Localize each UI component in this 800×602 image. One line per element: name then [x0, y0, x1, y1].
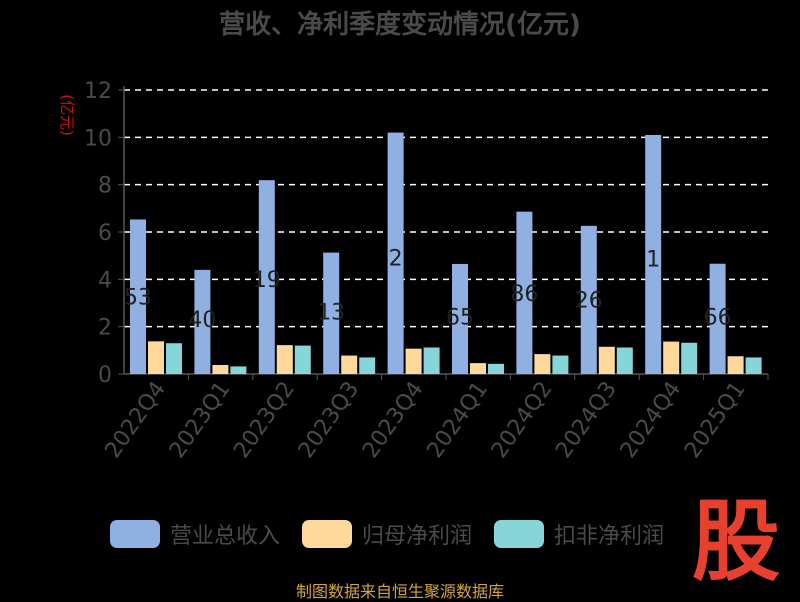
legend-swatch-deducted-profit — [494, 520, 545, 548]
bar — [598, 346, 615, 374]
data-label: 19 — [253, 268, 281, 293]
x-tick-label: 2023Q2 — [229, 377, 300, 463]
bar — [580, 225, 597, 374]
bar — [745, 357, 762, 374]
data-label: 26 — [575, 288, 603, 313]
x-tick-label: 2024Q3 — [551, 377, 622, 463]
bar — [148, 341, 164, 374]
data-label: 2 — [389, 246, 403, 271]
y-tick-label: 6 — [98, 221, 112, 246]
bar — [230, 366, 247, 374]
bar — [470, 363, 486, 374]
bar — [258, 180, 275, 374]
data-label: 66 — [704, 305, 732, 330]
legend-swatch-revenue — [110, 520, 160, 548]
x-tick-label: 2023Q3 — [294, 377, 365, 463]
bar — [423, 347, 440, 374]
y-tick-label: 4 — [98, 268, 112, 293]
bar — [212, 365, 229, 374]
data-label: 65 — [446, 305, 474, 330]
x-tick-label: 2023Q4 — [358, 377, 429, 463]
x-tick-label: 2025Q1 — [680, 377, 751, 463]
chart-title: 营收、净利季度变动情况(亿元) — [219, 10, 581, 40]
bar — [727, 356, 744, 374]
bar — [341, 355, 358, 374]
bar — [452, 263, 468, 374]
bar — [166, 343, 182, 374]
legend-label-revenue: 营业总收入 — [170, 524, 281, 549]
y-axis-label: (亿元) — [58, 94, 76, 136]
legend: 营业总收入 归母净利润 扣非净利润 — [110, 518, 664, 550]
y-tick-label: 12 — [84, 79, 112, 104]
y-tick-label: 10 — [84, 126, 112, 151]
data-label: 13 — [317, 300, 345, 325]
bar — [488, 363, 504, 374]
y-tick-label: 2 — [98, 316, 112, 341]
legend-item-revenue[interactable]: 营业总收入 — [110, 518, 280, 550]
bar — [294, 345, 311, 374]
bar — [359, 357, 376, 374]
bar — [387, 132, 404, 374]
bar — [194, 269, 211, 374]
bar — [681, 342, 698, 374]
bar — [534, 354, 551, 374]
legend-label-net-profit: 归母净利润 — [362, 524, 473, 549]
x-tick-label: 2024Q2 — [487, 377, 558, 463]
bar — [405, 348, 422, 374]
legend-label-deducted-profit: 扣非净利润 — [554, 524, 665, 549]
bar — [323, 252, 340, 374]
y-tick-label: 8 — [98, 174, 112, 199]
bar — [616, 347, 633, 374]
stock-watermark-logo: 股 — [691, 490, 780, 593]
x-tick-label: 2024Q4 — [616, 377, 687, 463]
bar — [516, 211, 533, 374]
data-label: 1 — [646, 247, 660, 272]
x-tick-label: 2022Q4 — [101, 377, 172, 463]
bar — [276, 345, 293, 374]
bar — [130, 219, 146, 374]
x-tick-label: 2024Q1 — [423, 377, 494, 463]
data-label: 86 — [510, 282, 538, 307]
legend-item-deducted-profit[interactable]: 扣非净利润 — [494, 518, 664, 550]
legend-swatch-net-profit — [302, 520, 353, 548]
bar — [663, 341, 680, 374]
data-source-note: 制图数据来自恒生聚源数据库 — [295, 582, 504, 601]
bar — [645, 134, 662, 374]
bar — [552, 355, 569, 374]
bar — [709, 263, 726, 374]
data-label: 53 — [124, 285, 152, 310]
x-tick-label: 2023Q1 — [165, 377, 236, 463]
legend-item-net-profit[interactable]: 归母净利润 — [302, 518, 472, 550]
y-tick-label: 0 — [98, 363, 112, 388]
data-label: 40 — [188, 308, 216, 333]
